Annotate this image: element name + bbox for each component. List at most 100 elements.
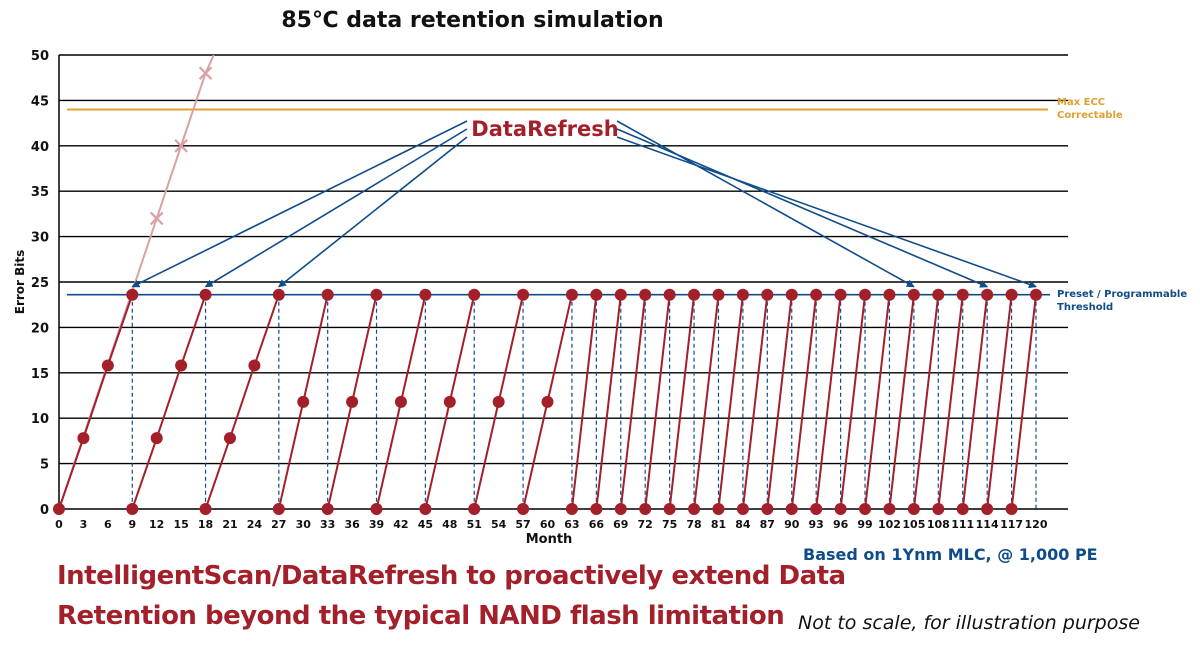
max-ecc-label-line2: Correctable [1057,110,1123,121]
refresh-cycle-point [956,288,969,301]
refresh-cycle-point [394,395,407,408]
refresh-cycle-line [937,294,964,510]
x-tick-label: 18 [198,518,213,531]
refresh-cycle-point [907,288,920,301]
x-tick-label: 90 [784,518,800,531]
x-tick-label: 3 [80,518,88,531]
refresh-cycle-point [101,359,114,372]
refresh-cycle-point [761,288,774,301]
datarefresh-arrow [616,128,989,288]
refresh-cycle-point [541,395,554,408]
datarefresh-arrow [131,120,468,288]
headline-line1: IntelligentScan/DataRefresh to proactive… [57,561,846,591]
refresh-cycle-point [981,503,994,515]
refresh-cycle-line [888,294,915,510]
refresh-cycle-point [346,395,359,408]
chart-title: 85℃ data retention simulation [281,8,664,33]
no-refresh-point-stroke [198,66,213,80]
refresh-cycle-point [272,503,285,515]
refresh-cycle-line [204,294,280,510]
datarefresh-arrow [278,136,468,288]
refresh-cycle-point [663,503,676,515]
refresh-cycle-point [761,503,774,515]
refresh-cycle-point [932,503,945,515]
refresh-cycle-point [370,288,383,301]
refresh-cycle-point [199,503,212,515]
refresh-cycle-point [492,395,505,408]
refresh-cycle-point [175,359,188,372]
refresh-cycle-point [834,288,847,301]
headline-line2: Retention beyond the typical NAND flash … [57,601,785,631]
threshold-label-line2: Threshold [1057,302,1114,313]
refresh-cycle-point [663,288,676,301]
refresh-cycle-point [1030,288,1042,301]
x-tick-label: 78 [686,518,701,531]
refresh-cycle-line [766,294,793,510]
refresh-cycle-point [419,503,432,515]
refresh-cycle-point [77,432,90,445]
refresh-cycle-line [815,294,842,510]
refresh-cycle-point [590,503,603,515]
x-tick-label: 102 [878,518,901,531]
no-refresh-point [198,66,213,80]
refresh-cycle-line [717,294,744,510]
x-tick-label: 57 [515,518,530,531]
test-basis: Based on 1Ynm MLC, @ 1,000 PE [803,545,1098,564]
refresh-cycle-point [1005,503,1018,515]
x-tick-label: 120 [1025,518,1048,531]
max-ecc-label: Max ECC Correctable [1057,96,1123,122]
x-tick-label: 48 [442,518,457,531]
refresh-cycle-point [468,503,481,515]
y-tick-label: 0 [40,503,49,518]
x-tick-label: 60 [540,518,556,531]
x-tick-label: 63 [564,518,579,531]
y-tick-label: 30 [31,231,49,246]
y-tick-label: 15 [31,367,49,382]
refresh-cycle-point [614,288,627,301]
y-tick-label: 40 [31,140,49,155]
x-tick-label: 51 [467,518,482,531]
refresh-cycle-point [468,288,481,301]
refresh-cycle-line [595,294,622,510]
x-tick-label: 30 [296,518,312,531]
refresh-cycle-point [248,359,261,372]
x-tick-label: 21 [222,518,237,531]
refresh-cycle-point [126,288,139,301]
refresh-cycle-point [688,503,701,515]
refresh-cycle-line [693,294,720,510]
x-tick-label: 99 [857,518,872,531]
refresh-cycle-point [810,288,823,301]
threshold-label-line1: Preset / Programmable [1057,289,1188,300]
x-tick-label: 96 [833,518,849,531]
refresh-cycle-point [614,503,627,515]
refresh-cycle-line [1010,294,1037,510]
refresh-cycle-point [859,288,872,301]
refresh-cycle-point [126,503,139,515]
refresh-cycle-point [199,288,212,301]
x-tick-label: 27 [271,518,286,531]
refresh-cycle-point [517,503,530,515]
refresh-cycle-line [619,294,647,510]
refresh-cycle-point [517,288,530,301]
y-tick-label: 10 [31,412,49,427]
refresh-cycle-point [565,503,578,515]
refresh-cycle-point [443,395,456,408]
x-tick-label: 42 [393,518,408,531]
y-tick-label: 5 [40,458,49,473]
refresh-cycle-point [370,503,383,515]
refresh-cycle-point [419,288,432,301]
x-tick-label: 9 [128,518,136,531]
x-tick-label: 81 [711,518,726,531]
refresh-cycle-point [688,288,701,301]
x-tick-label: 105 [902,518,925,531]
datarefresh-arrow [204,128,468,288]
refresh-cycle-line [741,294,769,510]
x-tick-label: 6 [104,518,112,531]
refresh-cycle-line [790,294,818,510]
refresh-cycle-point [272,288,285,301]
max-ecc-label-line1: Max ECC [1057,97,1106,108]
x-tick-label: 39 [369,518,384,531]
refresh-cycle-point [785,503,798,515]
refresh-cycle-point [883,503,896,515]
